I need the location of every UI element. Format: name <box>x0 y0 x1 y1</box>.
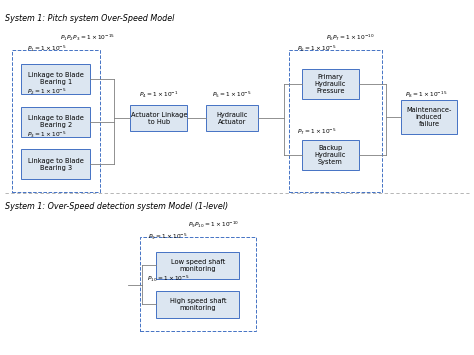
Text: $P_1=1\times10^{-5}$: $P_1=1\times10^{-5}$ <box>27 44 66 54</box>
Text: $P_6=1\times10^{-5}$: $P_6=1\times10^{-5}$ <box>297 44 337 54</box>
Text: Linkage to Blade
Bearing 1: Linkage to Blade Bearing 1 <box>28 72 83 86</box>
Text: $P_6P_7=1\times10^{-10}$: $P_6P_7=1\times10^{-10}$ <box>327 33 375 43</box>
Text: $P_{10}=1\times10^{-5}$: $P_{10}=1\times10^{-5}$ <box>147 274 190 284</box>
Text: Hydraulic
Actuator: Hydraulic Actuator <box>217 111 248 125</box>
Bar <box>302 140 359 170</box>
Text: High speed shaft
monitoring: High speed shaft monitoring <box>170 298 226 311</box>
Text: $P_9P_{10}=1\times10^{-10}$: $P_9P_{10}=1\times10^{-10}$ <box>188 220 239 230</box>
Text: $P_7=1\times10^{-5}$: $P_7=1\times10^{-5}$ <box>297 126 337 137</box>
Bar <box>156 291 239 318</box>
Text: $P_1P_2P_3=1\times10^{-15}$: $P_1P_2P_3=1\times10^{-15}$ <box>60 33 115 43</box>
Text: $P_9=1\times10^{-5}$: $P_9=1\times10^{-5}$ <box>148 232 188 242</box>
Bar <box>130 105 187 131</box>
Text: System 1: Pitch system Over-Speed Model: System 1: Pitch system Over-Speed Model <box>5 14 174 23</box>
Bar <box>206 105 258 131</box>
Bar <box>12 50 100 192</box>
Text: $P_3=1\times10^{-5}$: $P_3=1\times10^{-5}$ <box>27 129 66 140</box>
Bar <box>21 106 90 137</box>
Text: Primary
Hydraulic
Pressure: Primary Hydraulic Pressure <box>315 74 346 94</box>
Bar <box>401 100 457 134</box>
Bar <box>140 237 256 331</box>
Bar <box>302 69 359 99</box>
Text: $P_4=1\times10^{-1}$: $P_4=1\times10^{-1}$ <box>139 90 179 100</box>
Text: Actuator Linkage
to Hub: Actuator Linkage to Hub <box>130 111 187 125</box>
Text: $P_8=1\times10^{-15}$: $P_8=1\times10^{-15}$ <box>405 90 447 100</box>
Text: $P_2=1\times10^{-5}$: $P_2=1\times10^{-5}$ <box>27 87 66 97</box>
Bar <box>21 149 90 179</box>
Text: Backup
Hydraulic
System: Backup Hydraulic System <box>315 145 346 165</box>
Text: Linkage to Blade
Bearing 3: Linkage to Blade Bearing 3 <box>28 158 83 171</box>
Text: $P_5=1\times10^{-5}$: $P_5=1\times10^{-5}$ <box>212 90 252 100</box>
Text: Linkage to Blade
Bearing 2: Linkage to Blade Bearing 2 <box>28 115 83 128</box>
Text: System 1: Over-Speed detection system Model (1-level): System 1: Over-Speed detection system Mo… <box>5 202 228 211</box>
Text: Low speed shaft
monitoring: Low speed shaft monitoring <box>171 259 225 272</box>
Bar <box>289 50 382 192</box>
Bar <box>156 252 239 279</box>
Text: Maintenance-
induced
failure: Maintenance- induced failure <box>406 107 452 127</box>
Bar <box>21 64 90 94</box>
